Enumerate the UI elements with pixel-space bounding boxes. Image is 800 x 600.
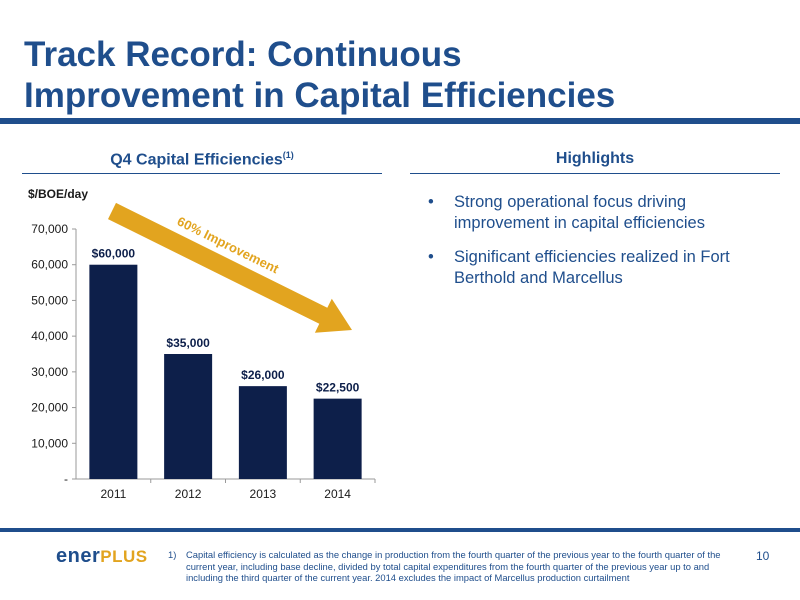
title-divider-bar: [0, 118, 800, 124]
highlight-item: Strong operational focus driving improve…: [428, 192, 783, 234]
slide-title-line-2: Improvement in Capital Efficiencies: [24, 76, 616, 115]
improvement-arrow: [108, 202, 352, 333]
y-tick-label: 70,000: [31, 222, 68, 236]
bar-data-label: $22,500: [316, 381, 360, 395]
chart-title: Q4 Capital Efficiencies: [110, 151, 283, 169]
bar-chart: - 10,000 20,000 30,000 40,000 50,000 60,000 70,…: [31, 202, 376, 501]
y-tick-label: 50,000: [31, 293, 68, 307]
bar-data-label: $60,000: [92, 247, 136, 261]
highlights-header-rule: [410, 173, 780, 174]
x-tick-label: 2014: [324, 487, 351, 501]
bar: [313, 398, 362, 479]
y-tick-label: 30,000: [31, 365, 68, 379]
highlight-item: Significant efficiencies realized in For…: [428, 247, 783, 289]
highlights-title: Highlights: [555, 150, 635, 167]
slide-title: Track Record: Continuous Improvement in …: [24, 34, 784, 116]
logo-plus-text: PLUS: [100, 547, 148, 566]
x-tick-label: 2013: [250, 487, 277, 501]
chart-title-footnote-ref: (1): [282, 150, 294, 160]
y-tick-label: 10,000: [31, 436, 68, 450]
bar: [89, 264, 138, 479]
x-tick-label: 2012: [175, 487, 202, 501]
highlights-list: Strong operational focus driving improve…: [428, 192, 783, 302]
footnote-text: Capital efficiency is calculated as the …: [186, 549, 721, 583]
logo-text: ener: [56, 545, 101, 567]
y-tick-label: -: [64, 472, 68, 486]
bar-data-label: $35,000: [166, 336, 210, 350]
slide-title-line-1: Track Record: Continuous: [24, 35, 462, 74]
bar: [164, 354, 213, 479]
y-tick-label: 40,000: [31, 329, 68, 343]
y-tick-label: 20,000: [31, 401, 68, 415]
page-number: 10: [756, 549, 770, 563]
footnote: 1) Capital efficiency is calculated as t…: [168, 549, 738, 584]
x-tick-label: 2011: [100, 487, 126, 501]
footnote-marker: 1): [168, 549, 177, 560]
y-axis-unit-label: $/BOE/day: [28, 187, 89, 201]
enerplus-logo: enerPLUS: [56, 545, 148, 568]
chart-header: Q4 Capital Efficiencies(1): [22, 150, 382, 169]
chart-header-rule: [22, 173, 382, 174]
footer-divider-bar: [0, 528, 800, 532]
bar: [238, 386, 287, 479]
y-tick-label: 60,000: [31, 258, 68, 272]
bar-data-label: $26,000: [241, 368, 285, 382]
